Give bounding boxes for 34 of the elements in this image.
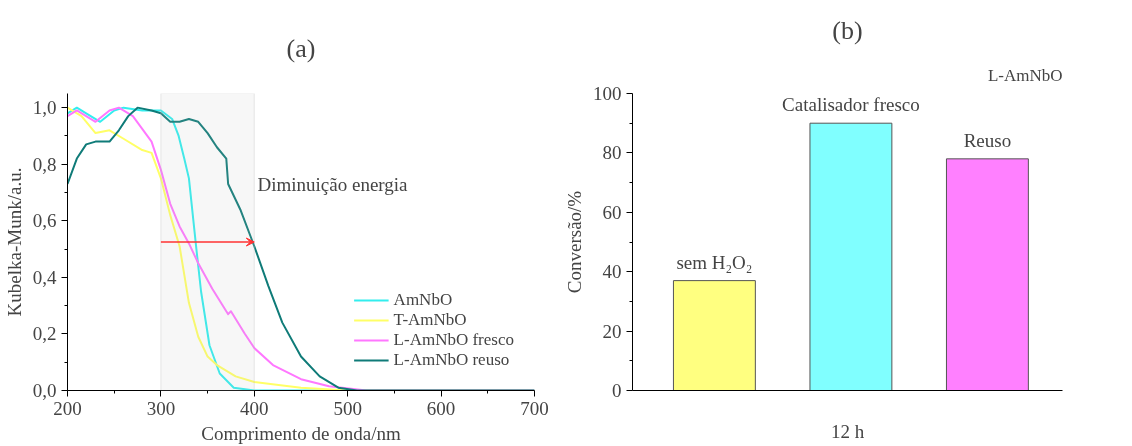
legend-label: T-AmNbO (393, 310, 467, 330)
y-tick-label: 0,4 (32, 266, 57, 288)
y-tick-label: 60 (602, 201, 622, 223)
legend-label: AmNbO (393, 290, 453, 310)
x-tick-label: 600 (426, 397, 456, 419)
y-tick-label: 0,8 (32, 153, 57, 175)
x-tick-label: Catalisador fresco (782, 94, 920, 116)
x-tick-label: sem H₂O₂ (676, 251, 753, 273)
legend-label: L-AmNbO fresco (393, 330, 514, 350)
bar (672, 280, 756, 391)
x-tick-label: 300 (146, 397, 176, 419)
y-tick-label: 0,6 (32, 210, 57, 232)
y-tick-label: 100 (593, 83, 622, 104)
x-tick-label: 400 (240, 397, 269, 419)
legend-label: L-AmNbO reuso (393, 350, 510, 370)
y-tick-label: 0 (612, 380, 622, 401)
y-tick-label: 0,2 (32, 323, 57, 345)
x-tick-label: 700 (520, 397, 549, 419)
y-tick-label: 20 (602, 320, 622, 342)
y-tick-label: 1,0 (32, 97, 57, 119)
y-tick-label: 80 (602, 142, 622, 164)
x-axis-title: Comprimento de onda/nm (201, 422, 401, 444)
y-axis-title: Kubelka-Munk/a.u. (3, 167, 25, 317)
x-axis-title: 12 h (830, 420, 865, 442)
bar (809, 122, 893, 391)
chart-subtitle: L-AmNbO (987, 65, 1063, 85)
x-tick-label: Reuso (963, 129, 1012, 151)
y-tick-label: 40 (602, 261, 622, 283)
chart-title: (a) (286, 33, 316, 63)
y-axis-title: Conversão/% (564, 190, 585, 294)
x-tick-label: 500 (333, 397, 362, 419)
bar (945, 158, 1029, 391)
annotation: Diminuição energia (257, 173, 409, 195)
chart-title: (b) (832, 15, 863, 45)
